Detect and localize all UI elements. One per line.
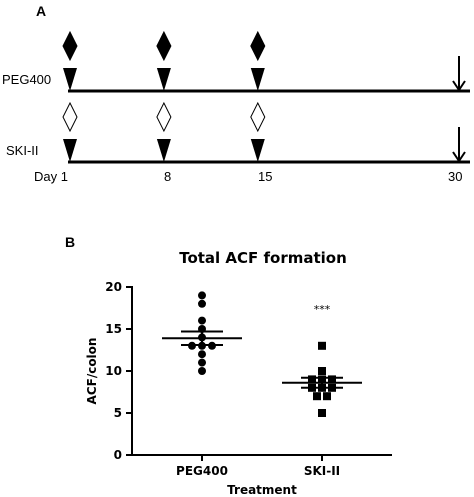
x-tick-label-ski-ii: SKI-II [304,464,340,478]
y-tick-label-10: 10 [105,364,122,378]
data-point-ski-ii-10 [318,409,326,417]
y-axis-title: ACF/colon [85,338,99,405]
chart-plot-area: 0 5 10 15 20 PEG400 SKI-II *** [105,280,392,478]
sacrifice-arrow-head-ski-ii [452,151,466,163]
dose-diamond-peg400-day-1 [62,30,78,62]
data-point-peg400-10 [198,367,206,375]
panel-b-letter: B [65,234,75,250]
data-point-ski-ii-8 [313,392,321,401]
timeline-marks [62,30,466,163]
y-tick-label-20: 20 [105,280,122,294]
x-axis-title: Treatment [227,483,297,497]
data-point-peg400-0 [198,291,206,300]
timeline-label-peg400: PEG400 [2,72,51,87]
dose-diamond-ski-ii-day-15 [250,101,266,133]
dose-diamond-peg400-day-15 [250,30,266,62]
day-label-8: 8 [164,169,171,184]
panel-a: A PEG400 SKI-II Day 1 8 15 30 [2,3,470,184]
data-point-peg400-1 [198,299,206,308]
sacrifice-arrow-head-peg400 [452,80,466,92]
dose-arrow-peg400-day-8 [156,68,171,91]
data-point-ski-ii-9 [323,392,331,401]
dose-arrow-ski-ii-day-1 [63,139,77,162]
dose-arrow-peg400-day-1 [63,68,77,91]
data-point-peg400-2 [198,316,206,325]
data-point-peg400-9 [198,358,206,367]
x-tick-label-peg400: PEG400 [176,464,228,478]
panel-b: B Total ACF formation ACF/colon Treatmen… [65,234,392,497]
dose-arrow-peg400-day-15 [250,68,265,91]
dose-arrow-ski-ii-day-8 [156,139,171,162]
data-point-ski-ii-2 [308,375,316,384]
dose-diamond-peg400-day-8 [156,30,172,62]
y-tick-label-15: 15 [105,322,122,336]
data-point-ski-ii-0 [318,341,326,350]
day-label-30: 30 [448,169,462,184]
panel-a-letter: A [36,3,46,19]
timeline-label-ski-ii: SKI-II [6,143,39,158]
day-label-1: Day 1 [34,169,68,184]
dose-arrow-ski-ii-day-15 [250,139,265,162]
dose-diamond-ski-ii-day-1 [62,101,78,133]
y-tick-label-5: 5 [114,406,122,420]
y-tick-label-0: 0 [114,448,122,462]
data-point-ski-ii-4 [328,375,336,384]
data-point-peg400-8 [198,350,206,359]
significance-marker: *** [314,303,331,316]
data-point-ski-ii-1 [318,367,326,375]
day-label-15: 15 [258,169,272,184]
chart-title: Total ACF formation [179,249,347,267]
dose-diamond-ski-ii-day-8 [156,101,172,133]
